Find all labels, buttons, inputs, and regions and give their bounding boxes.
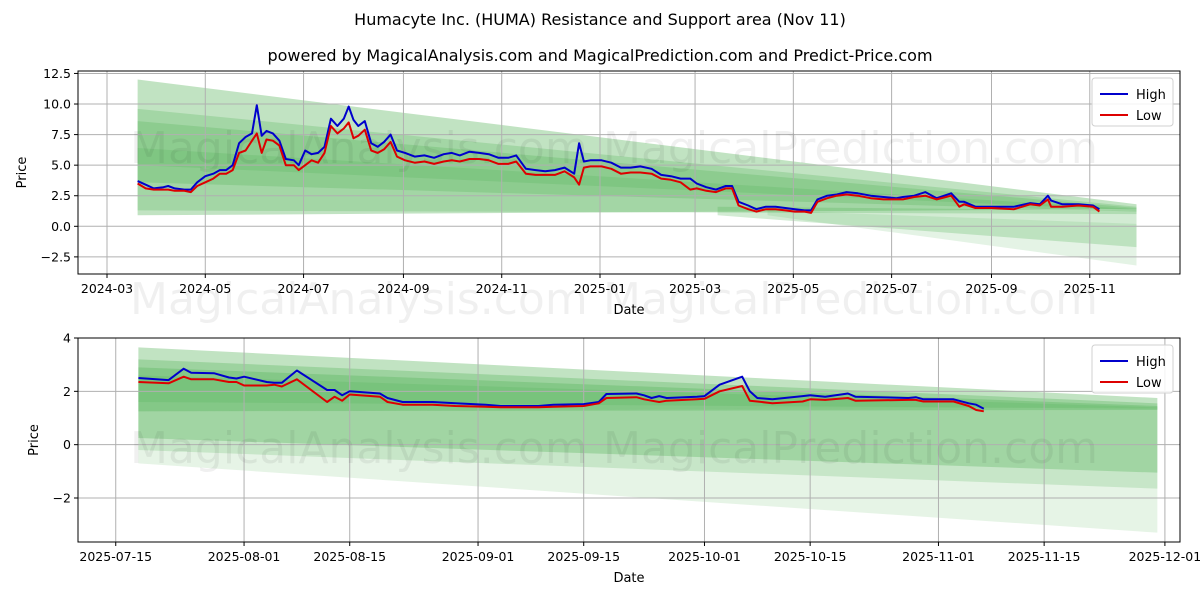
legend-low-label: Low: [1136, 109, 1162, 124]
band-layer: [138, 407, 1158, 473]
x-tick-label: 2024-11: [476, 281, 528, 296]
x-tick-label: 2025-11: [1064, 281, 1116, 296]
x-tick-label: 2025-08-01: [208, 549, 281, 564]
band-layer: [137, 148, 1137, 211]
y-tick-label: 10.0: [43, 97, 71, 112]
bottom-price-chart: MagicalAnalysis.com MagicalPrediction.com…: [27, 331, 1200, 587]
x-tick-label: 2024-05: [179, 281, 231, 296]
y-tick-label: −2.5: [41, 249, 71, 264]
band-layer: [137, 79, 1137, 216]
watermark: MagicalAnalysis.com: [130, 274, 588, 325]
y-tick-label: −2: [53, 491, 71, 506]
chart-subtitle: powered by MagicalAnalysis.com and Magic…: [267, 46, 933, 65]
legend: High Low: [1091, 344, 1174, 394]
y-axis-label: Price: [27, 424, 42, 456]
y-tick-label: 5.0: [51, 158, 71, 173]
x-tick-label: 2025-09-01: [442, 549, 515, 564]
x-tick-label: 2025-08-15: [313, 549, 386, 564]
x-axis-label: Date: [613, 571, 644, 586]
legend-high-label: High: [1136, 88, 1166, 103]
legend-low-label: Low: [1136, 376, 1162, 391]
band-layer: [137, 108, 1137, 215]
y-tick-label: 4: [63, 331, 71, 346]
x-tick-label: 2025-07-15: [79, 549, 152, 564]
x-tick-label: 2025-11-15: [1008, 549, 1081, 564]
series-low-line: [137, 121, 1101, 214]
x-tick-label: 2025-10-01: [668, 549, 741, 564]
x-tick-label: 2025-12-01: [1129, 549, 1200, 564]
band-layer: [138, 347, 1158, 412]
x-tick-label: 2025-09: [965, 281, 1017, 296]
x-axis-label: Date: [613, 303, 644, 318]
series-low-line: [138, 375, 984, 413]
watermark: MagicalPrediction.com: [603, 423, 1098, 474]
series-high-line: [137, 104, 1100, 212]
y-tick-label: 2.5: [51, 188, 71, 203]
x-tick-label: 2025-03: [669, 281, 721, 296]
y-tick-label: 0: [63, 437, 71, 452]
axes-frame: [77, 337, 1181, 543]
band-layer: [717, 206, 1137, 248]
watermark: MagicalPrediction.com: [603, 274, 1098, 325]
watermark: MagicalAnalysis.com: [130, 423, 588, 474]
legend-high-label: High: [1136, 355, 1166, 370]
x-tick-label: 2024-09: [377, 281, 429, 296]
y-tick-label: 2: [63, 384, 71, 399]
y-axis-label: Price: [15, 157, 30, 189]
axes-frame: [77, 70, 1181, 275]
x-tick-label: 2024-03: [81, 281, 133, 296]
x-tick-label: 2024-07: [277, 281, 329, 296]
x-tick-label: 2025-05: [767, 281, 819, 296]
watermark: MagicalPrediction.com: [603, 123, 1098, 174]
y-tick-label: 7.5: [51, 127, 71, 142]
band-layer: [767, 210, 1137, 266]
legend: High Low: [1091, 77, 1174, 127]
chart-title: Humacyte Inc. (HUMA) Resistance and Supp…: [354, 10, 846, 29]
band-layer: [138, 407, 1158, 489]
x-tick-label: 2025-01: [574, 281, 626, 296]
band-layer: [138, 407, 1158, 533]
y-tick-label: 12.5: [43, 66, 71, 81]
x-tick-label: 2025-09-15: [547, 549, 620, 564]
x-tick-label: 2025-11-01: [902, 549, 975, 564]
y-tick-label: 0.0: [51, 219, 71, 234]
series-high-line: [138, 367, 985, 410]
x-tick-label: 2025-10-15: [774, 549, 847, 564]
x-tick-label: 2025-07: [865, 281, 917, 296]
top-price-chart: MagicalAnalysis.com MagicalPrediction.com…: [15, 66, 1181, 325]
watermark: MagicalAnalysis.com: [130, 123, 588, 174]
